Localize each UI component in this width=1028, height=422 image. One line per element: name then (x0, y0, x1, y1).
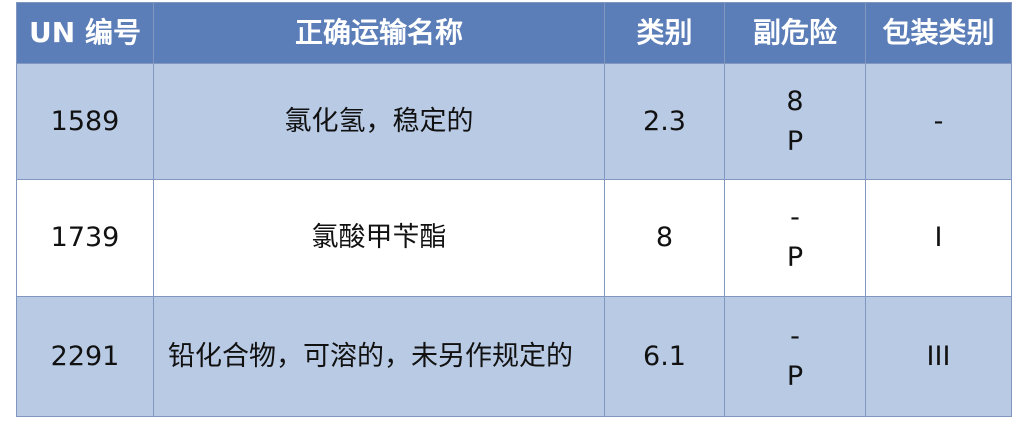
subsidiary-risk-line: P (786, 242, 804, 273)
un-number-cell: 1589 (16, 63, 154, 180)
table-row: 2291 铅化合物，可溶的，未另作规定的 6.1 - P III (16, 296, 1012, 417)
table-row: 1589 氯化氢，稳定的 2.3 8 P - (16, 63, 1012, 180)
header-subsidiary-risk: 副危险 (724, 2, 866, 64)
header-un-number: UN 编号 (16, 2, 154, 64)
subsidiary-risk-line: P (786, 125, 804, 157)
header-packing-group: 包装类别 (865, 2, 1012, 64)
class-cell: 6.1 (604, 296, 725, 417)
un-dangerous-goods-table: UN 编号 正确运输名称 类别 副危险 包装类别 1589 氯化氢，稳定的 2.… (16, 2, 1012, 417)
header-class: 类别 (604, 2, 725, 64)
subsidiary-risk-line: - (790, 202, 800, 233)
header-row: UN 编号 正确运输名称 类别 副危险 包装类别 (16, 2, 1012, 64)
shipping-name-cell: 氯化氢，稳定的 (153, 63, 605, 180)
subsidiary-risk-line: - (790, 320, 800, 352)
shipping-name-cell: 氯酸甲苄酯 (153, 179, 605, 297)
subsidiary-risk-cell: - P (724, 179, 866, 297)
shipping-name-cell: 铅化合物，可溶的，未另作规定的 (153, 296, 605, 417)
subsidiary-risk-cell: - P (724, 296, 866, 417)
subsidiary-risk-cell: 8 P (724, 63, 866, 180)
class-cell: 8 (604, 179, 725, 297)
subsidiary-risk-line: P (786, 360, 804, 392)
table-row: 1739 氯酸甲苄酯 8 - P I (16, 179, 1012, 297)
un-number-cell: 2291 (16, 296, 154, 417)
packing-group-cell: - (865, 63, 1012, 180)
un-number-cell: 1739 (16, 179, 154, 297)
class-cell: 2.3 (604, 63, 725, 180)
subsidiary-risk-line: 8 (786, 85, 804, 117)
packing-group-cell: I (865, 179, 1012, 297)
header-proper-shipping-name: 正确运输名称 (153, 2, 605, 64)
packing-group-cell: III (865, 296, 1012, 417)
